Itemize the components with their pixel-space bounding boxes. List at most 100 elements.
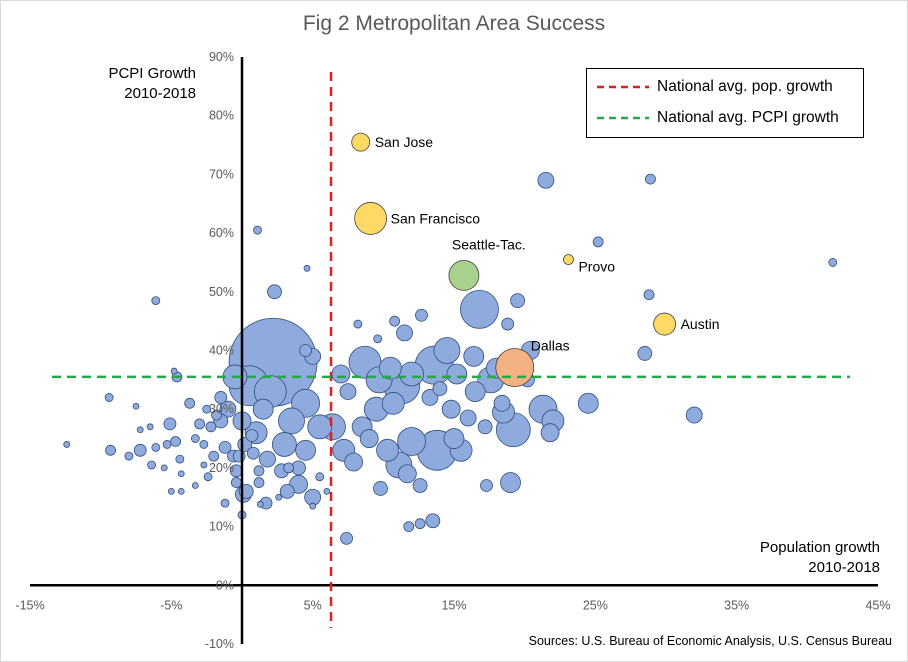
x-tick-label: 5%	[304, 598, 322, 612]
bubble-point	[271, 432, 297, 457]
bubble-point	[339, 383, 357, 400]
bubble-point	[162, 440, 172, 449]
bubble-point	[414, 518, 426, 530]
bubble-point	[460, 290, 499, 329]
bubble-point	[501, 317, 515, 331]
y-tick-label: 0%	[216, 578, 234, 592]
bubble-point	[421, 389, 439, 406]
bubble-point	[303, 264, 311, 272]
bubble-point	[373, 481, 388, 496]
bubble-point	[685, 406, 703, 424]
bubble-point	[232, 449, 246, 463]
bubble-point	[643, 289, 655, 301]
bubble-point	[218, 440, 232, 454]
bubble-point	[359, 429, 379, 448]
bubble-point	[299, 344, 313, 357]
x-tick-label: 45%	[865, 598, 890, 612]
chart-title: Fig 2 Metropolitan Area Success	[302, 12, 606, 35]
bubble-point	[214, 391, 228, 404]
legend-item-pcpi-growth: National avg. PCPI growth	[595, 107, 839, 129]
y-axis-label-line-2: 2010-2018	[124, 85, 196, 102]
legend-item-pop-growth: National avg. pop. growth	[595, 76, 833, 98]
bubble-point	[160, 464, 168, 472]
legend-label-pcpi-growth: National avg. PCPI growth	[657, 109, 839, 126]
bubble-point	[500, 472, 521, 493]
bubble-data-label: Dallas	[531, 338, 570, 354]
bubble-point	[230, 477, 242, 488]
bubble-point	[537, 171, 555, 189]
bubble-point	[163, 417, 177, 431]
bubble-point	[828, 258, 838, 267]
y-tick-label: 50%	[209, 285, 234, 299]
bubble-point	[637, 346, 653, 361]
bubble-point	[256, 500, 264, 508]
bubble-point	[200, 461, 208, 469]
bubble-data-label: San Francisco	[391, 210, 481, 226]
highlight-bubble-point	[354, 202, 388, 235]
bubble-point	[267, 284, 282, 300]
y-tick-label: 70%	[209, 167, 234, 181]
bubble-point	[105, 444, 116, 456]
bubble-point	[477, 419, 493, 435]
y-tick-label: 80%	[209, 109, 234, 123]
bubble-point	[104, 393, 114, 402]
source-note: Sources: U.S. Bureau of Economic Analysi…	[528, 634, 892, 648]
bubble-point	[592, 236, 604, 248]
bubble-point	[510, 293, 525, 309]
bubble-point	[283, 462, 295, 474]
bubble-point	[441, 399, 461, 419]
highlight-bubble-point	[653, 312, 676, 336]
bubble-layer	[63, 132, 838, 545]
bubble-point	[403, 521, 415, 532]
bubble-point	[464, 381, 486, 402]
x-tick-label: 15%	[441, 598, 466, 612]
bubble-point	[170, 436, 181, 447]
highlight-bubble-point	[563, 254, 574, 265]
bubble-point	[136, 426, 144, 434]
bubble-point	[493, 394, 511, 412]
bubble-point	[381, 391, 405, 415]
x-axis-label-line-1: Population growth	[759, 539, 880, 556]
bubble-point	[446, 363, 468, 385]
bubble-point	[146, 423, 154, 431]
bubble-point	[151, 442, 161, 452]
bubble-point	[344, 452, 364, 472]
bubble-data-label: Austin	[681, 316, 720, 332]
bubble-point	[309, 502, 317, 510]
x-axis-label-line-2: 2010-2018	[808, 559, 880, 576]
bubble-data-label: Seattle-Tac.	[452, 236, 526, 252]
tick-labels: -10% 0% 10% 20% 30% 40% 50% 60% 70% 80% 90% -15% -5%…	[15, 50, 890, 651]
bubble-point	[190, 434, 200, 443]
bubble-point	[278, 407, 305, 435]
bubble-point	[433, 337, 461, 364]
bubble-point	[220, 498, 230, 508]
bubble-point	[151, 296, 161, 306]
y-tick-label: 20%	[209, 461, 234, 475]
bubble-point	[170, 367, 178, 375]
bubble-point	[397, 464, 417, 484]
x-tick-label: 25%	[583, 598, 608, 612]
bubble-point	[147, 460, 156, 470]
bubble-point	[425, 513, 441, 529]
bubble-point	[396, 324, 413, 342]
bubble-point	[63, 441, 71, 448]
y-axis-label: PCPI Growth 2010-2018	[60, 64, 196, 104]
x-tick-label: -15%	[15, 598, 44, 612]
bubble-point	[208, 450, 220, 462]
bubble-point	[378, 356, 402, 380]
y-tick-label: 90%	[209, 50, 234, 64]
bubble-point	[397, 427, 427, 456]
bubble-point	[412, 478, 428, 493]
bubble-point	[124, 451, 134, 461]
bubble-point	[191, 482, 199, 489]
bubble-point	[202, 404, 212, 414]
bubble-point	[295, 439, 317, 461]
reference-lines	[52, 72, 850, 628]
bubble-point	[184, 397, 196, 409]
bubble-point	[577, 392, 599, 414]
y-tick-label: 40%	[209, 344, 234, 358]
bubble-point	[307, 414, 333, 440]
bubble-point	[331, 364, 351, 384]
bubble-point	[245, 429, 259, 443]
